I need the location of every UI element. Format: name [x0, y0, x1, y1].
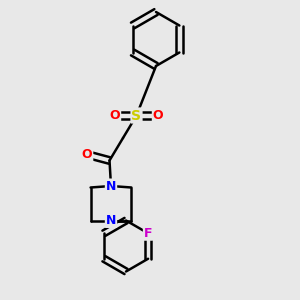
Text: N: N — [106, 214, 116, 227]
Text: F: F — [144, 227, 152, 240]
Text: O: O — [82, 148, 92, 161]
Text: N: N — [106, 179, 116, 193]
Text: O: O — [110, 109, 120, 122]
Text: O: O — [153, 109, 164, 122]
Text: S: S — [131, 109, 142, 122]
